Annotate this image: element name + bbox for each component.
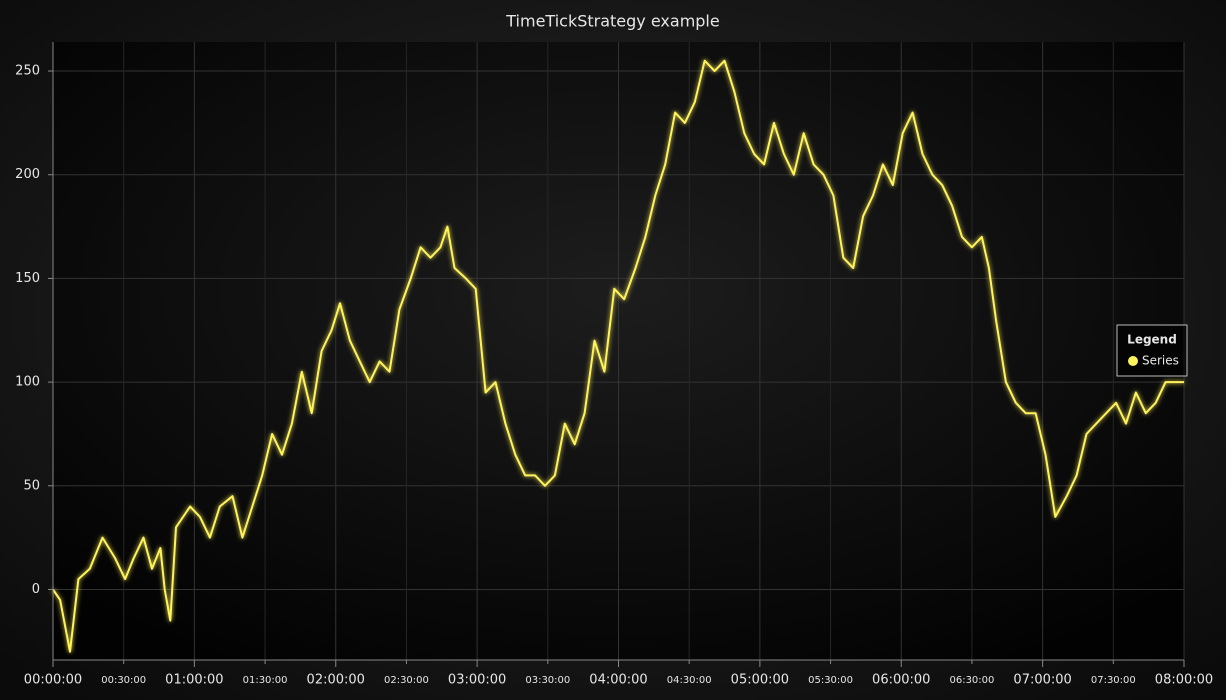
legend-swatch <box>1128 356 1138 366</box>
legend-title: Legend <box>1127 333 1177 347</box>
chart-title: TimeTickStrategy example <box>505 12 719 31</box>
x-tick-label: 01:30:00 <box>243 675 288 686</box>
axes: 0 50 100 150 200 250 00:00:00 00:30:00 01:00:00 0… <box>15 64 1213 688</box>
x-tick-label: 03:00:00 <box>448 673 506 688</box>
x-tick-label: 08:00:00 <box>1155 673 1213 688</box>
y-tick-label: 250 <box>15 64 40 79</box>
x-tick-label: 04:30:00 <box>667 675 712 686</box>
x-tick-label: 00:00:00 <box>24 673 82 688</box>
y-tick-label: 200 <box>15 167 40 182</box>
x-tick-label: 03:30:00 <box>525 675 570 686</box>
series-line <box>52 59 1184 653</box>
x-tick-label: 07:00:00 <box>1013 673 1071 688</box>
x-tick-label: 01:00:00 <box>165 673 223 688</box>
x-tick-label: 06:30:00 <box>949 675 994 686</box>
legend: Legend Series <box>1116 324 1188 377</box>
x-tick-label: 02:00:00 <box>307 673 365 688</box>
x-tick-label: 06:00:00 <box>872 673 930 688</box>
y-tick-label: 150 <box>15 271 40 286</box>
x-tick-label: 04:00:00 <box>589 673 647 688</box>
y-tick-label: 0 <box>32 582 40 597</box>
y-tick-label: 50 <box>23 478 40 493</box>
legend-box <box>1116 324 1188 377</box>
y-tick-label: 100 <box>15 375 40 390</box>
x-tick-label: 05:00:00 <box>731 673 789 688</box>
x-tick-label: 05:30:00 <box>808 675 853 686</box>
x-tick-label: 07:30:00 <box>1091 675 1136 686</box>
plot <box>52 59 1184 653</box>
legend-label: Series <box>1142 354 1179 368</box>
x-tick-label: 00:30:00 <box>101 675 146 686</box>
x-tick-label: 02:30:00 <box>384 675 429 686</box>
